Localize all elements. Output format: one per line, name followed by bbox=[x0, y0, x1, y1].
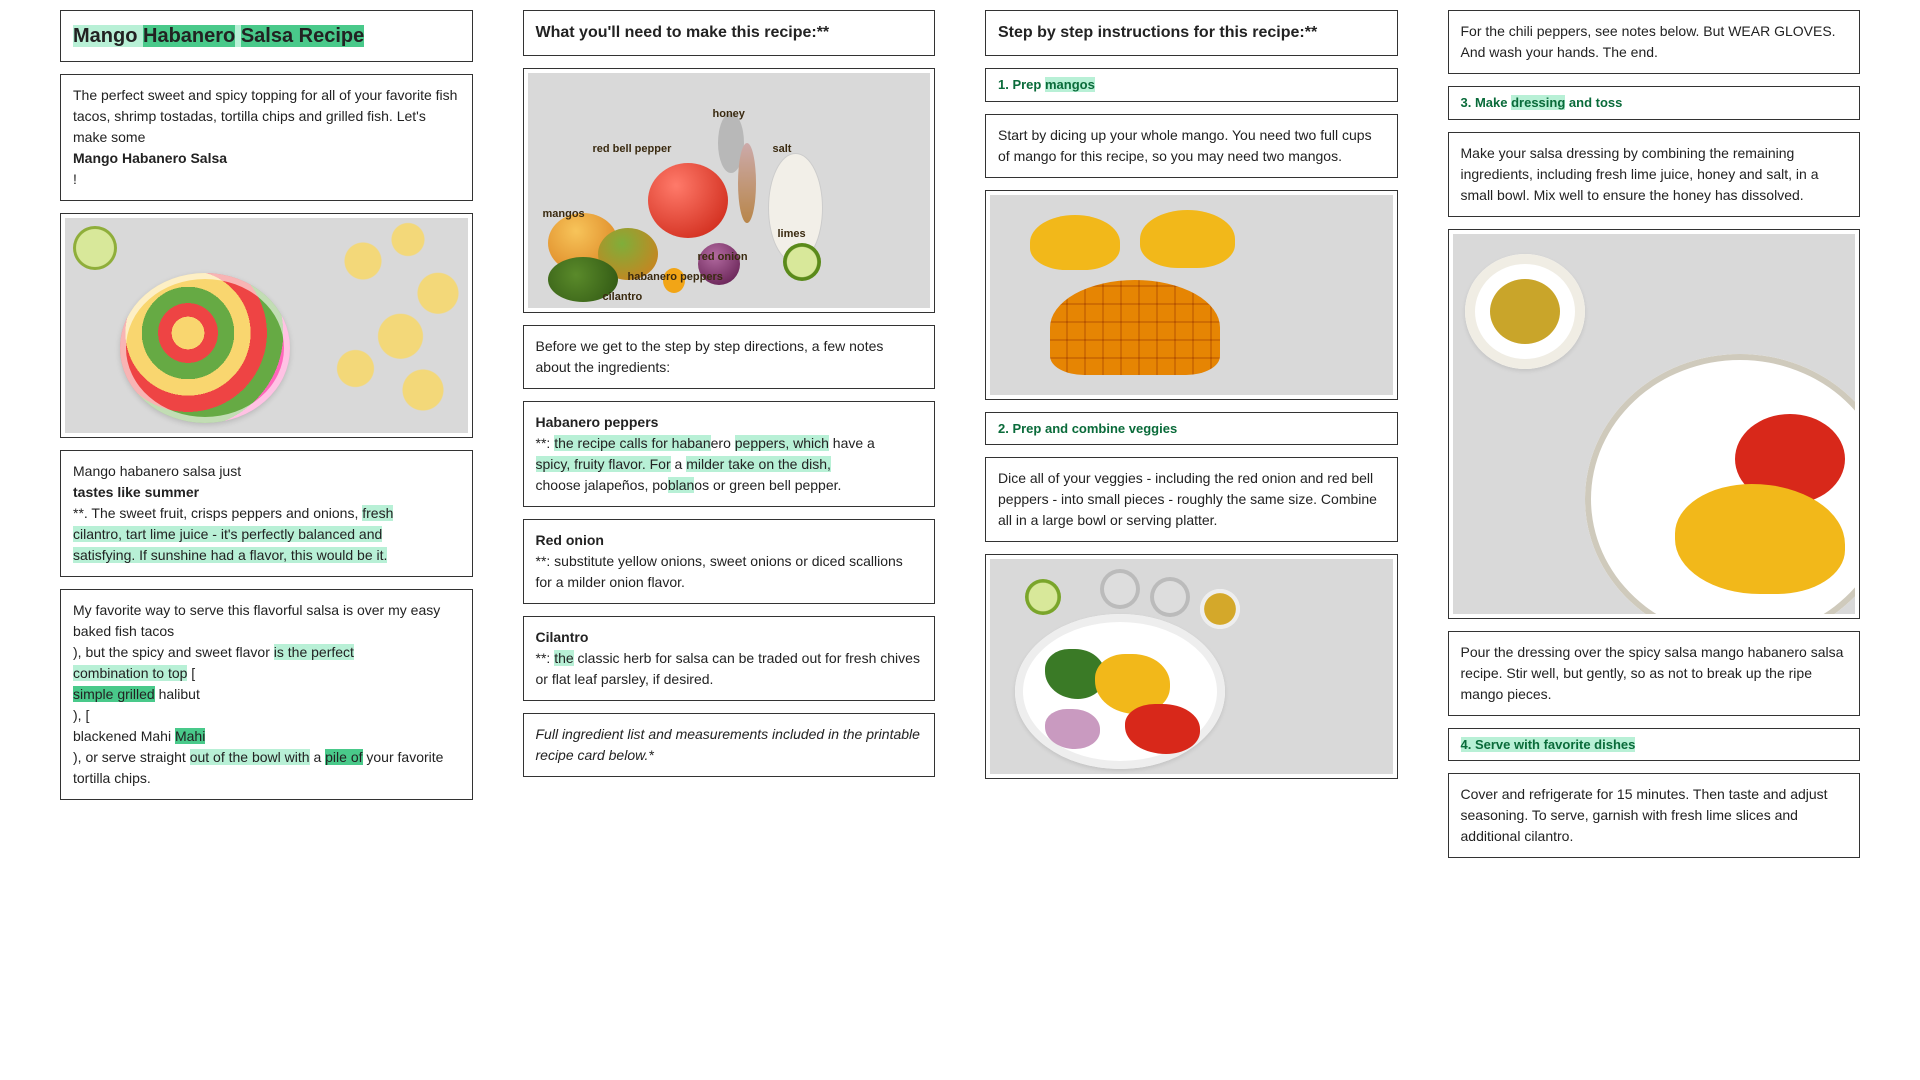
t: Cilantro bbox=[536, 629, 589, 645]
t: Salsa Recipe bbox=[241, 25, 364, 47]
label-honey: honey bbox=[713, 108, 745, 120]
step1-image bbox=[985, 190, 1398, 400]
t: ), but the spicy and sweet flavor bbox=[73, 644, 274, 660]
label-redpepper: red bell pepper bbox=[593, 143, 672, 155]
step3-image bbox=[1448, 229, 1861, 619]
t: Red onion bbox=[536, 532, 604, 548]
t: Mango habanero salsa just bbox=[73, 463, 241, 479]
t: it's perfectly balanced and bbox=[221, 526, 382, 542]
step3-heading: 3. Make dressing and toss bbox=[1448, 86, 1861, 120]
t: classic herb for salsa can be traded out… bbox=[536, 650, 920, 687]
t: mangos bbox=[1045, 77, 1095, 92]
step2-heading: 2. Prep and combine veggies bbox=[985, 412, 1398, 446]
t: fresh bbox=[362, 505, 393, 521]
t: peppers, which bbox=[735, 435, 829, 451]
t: ), [ bbox=[73, 707, 89, 723]
t: **: substitute yellow onions, sweet onio… bbox=[536, 553, 903, 590]
t: **. The sweet fruit, crisps peppers and … bbox=[73, 505, 362, 521]
t: the recipe calls for haban bbox=[554, 435, 710, 451]
chili-note: For the chili peppers, see notes below. … bbox=[1448, 10, 1861, 74]
label-salt: salt bbox=[773, 143, 792, 155]
label-redonion: red onion bbox=[698, 251, 748, 263]
steps-heading: Step by step instructions for this recip… bbox=[985, 10, 1398, 56]
step2-image bbox=[985, 554, 1398, 779]
recipe-title: Mango Habanero Salsa Recipe bbox=[60, 10, 473, 62]
serve-box: My favorite way to serve this flavorful … bbox=[60, 589, 473, 800]
column-2: What you'll need to make this recipe:** … bbox=[523, 10, 936, 777]
t: Mahi bbox=[175, 728, 205, 744]
t: a bbox=[671, 456, 687, 472]
intro-bold: Mango Habanero Salsa bbox=[73, 150, 227, 166]
summer-box: Mango habanero salsa just tastes like su… bbox=[60, 450, 473, 577]
t: spicy, fruity flavor. For bbox=[536, 456, 671, 472]
ingredients-image: honey red bell pepper salt mangos limes … bbox=[523, 68, 936, 313]
notes-intro: Before we get to the step by step direct… bbox=[523, 325, 936, 389]
t: 4. Serve with favorite dishes bbox=[1461, 737, 1636, 752]
label-limes: limes bbox=[778, 228, 806, 240]
t: pile of bbox=[325, 749, 362, 765]
note-onion: Red onion **: substitute yellow onions, … bbox=[523, 519, 936, 604]
t: blackened Mahi bbox=[73, 728, 175, 744]
t: combination to top bbox=[73, 665, 187, 681]
t: ero bbox=[711, 435, 735, 451]
t: milder take on the dish, bbox=[686, 456, 831, 472]
column-1: Mango Habanero Salsa Recipe The perfect … bbox=[60, 10, 473, 800]
t: **: bbox=[536, 435, 555, 451]
t: My favorite way to serve this flavorful … bbox=[73, 602, 440, 639]
t: and toss bbox=[1565, 95, 1622, 110]
t: out of the bowl with bbox=[190, 749, 310, 765]
step1-heading: 1. Prep mangos bbox=[985, 68, 1398, 102]
footnote: Full ingredient list and measurements in… bbox=[523, 713, 936, 777]
t: 1. Prep bbox=[998, 77, 1045, 92]
intro-box: The perfect sweet and spicy topping for … bbox=[60, 74, 473, 201]
t: Mango bbox=[73, 25, 143, 47]
column-3: Step by step instructions for this recip… bbox=[985, 10, 1398, 779]
t: ), or serve straight bbox=[73, 749, 190, 765]
t bbox=[235, 25, 241, 47]
t: Habanero peppers bbox=[536, 414, 659, 430]
label-habanero: habanero peppers bbox=[628, 271, 723, 283]
step1-body: Start by dicing up your whole mango. You… bbox=[985, 114, 1398, 178]
t: halibut bbox=[155, 686, 200, 702]
t: cilantro, tart lime juice - bbox=[73, 526, 221, 542]
step3-body: Make your salsa dressing by combining th… bbox=[1448, 132, 1861, 217]
t: **: bbox=[536, 650, 555, 666]
label-cilantro: cilantro bbox=[603, 291, 643, 303]
note-cilantro: Cilantro **: the classic herb for salsa … bbox=[523, 616, 936, 701]
column-4: For the chili peppers, see notes below. … bbox=[1448, 10, 1861, 858]
note-habanero: Habanero peppers **: the recipe calls fo… bbox=[523, 401, 936, 507]
step4-body: Cover and refrigerate for 15 minutes. Th… bbox=[1448, 773, 1861, 858]
t: have a bbox=[829, 435, 875, 451]
step4-heading: 4. Serve with favorite dishes bbox=[1448, 728, 1861, 762]
t: dressing bbox=[1511, 95, 1565, 110]
title-text: Mango Habanero Salsa Recipe bbox=[73, 25, 364, 47]
hero-image bbox=[60, 213, 473, 438]
t: tastes like summer bbox=[73, 484, 199, 500]
t: [ bbox=[187, 665, 195, 681]
intro-tail: ! bbox=[73, 171, 77, 187]
t: satisfying. If sunshine had a flavor, th… bbox=[73, 547, 387, 563]
step2-body: Dice all of your veggies - including the… bbox=[985, 457, 1398, 542]
t: Habanero bbox=[143, 25, 235, 47]
pour-body: Pour the dressing over the spicy salsa m… bbox=[1448, 631, 1861, 716]
label-mangos: mangos bbox=[543, 208, 585, 220]
t: simple grilled bbox=[73, 686, 155, 702]
t: a bbox=[310, 749, 326, 765]
intro-text: The perfect sweet and spicy topping for … bbox=[73, 87, 457, 145]
need-heading: What you'll need to make this recipe:** bbox=[523, 10, 936, 56]
t: the bbox=[554, 650, 573, 666]
t: is the perfect bbox=[274, 644, 354, 660]
t: 3. Make bbox=[1461, 95, 1512, 110]
